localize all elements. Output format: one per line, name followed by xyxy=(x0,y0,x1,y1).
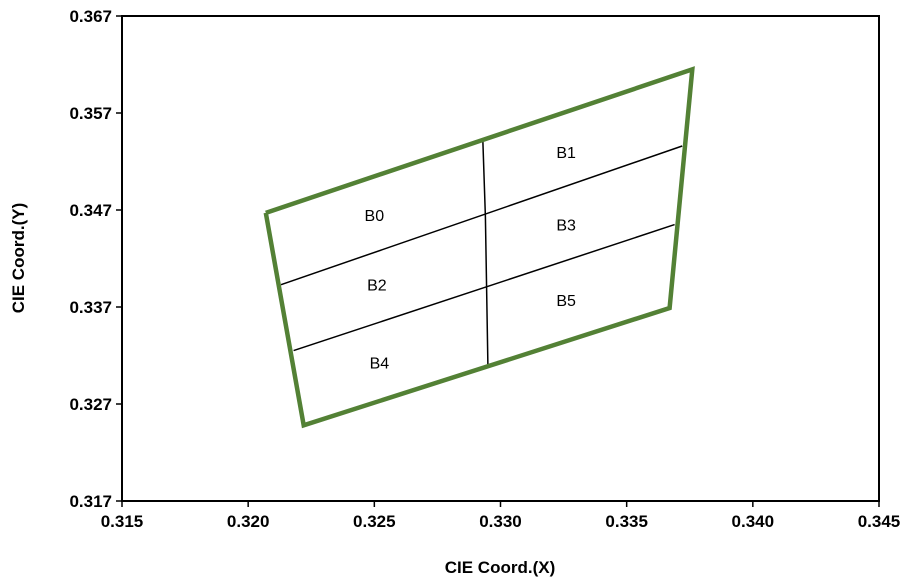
bin-labels: B0 B1 B2 B3 B4 B5 xyxy=(365,145,576,372)
bin-label-b5: B5 xyxy=(556,293,576,310)
bin-label-b4: B4 xyxy=(370,355,390,372)
x-tick-label: 0.340 xyxy=(732,512,775,531)
bin-label-b0: B0 xyxy=(365,208,385,225)
bin-label-b1: B1 xyxy=(556,145,576,162)
y-tick-label: 0.317 xyxy=(69,492,112,511)
y-axis-ticks: 0.317 0.327 0.337 0.347 0.357 0.367 xyxy=(69,7,122,511)
plot-area xyxy=(121,15,880,502)
x-tick-label: 0.345 xyxy=(858,512,901,531)
y-tick-label: 0.357 xyxy=(69,104,112,123)
x-tick-label: 0.330 xyxy=(479,512,522,531)
x-tick-label: 0.325 xyxy=(353,512,396,531)
bin-label-b3: B3 xyxy=(556,218,576,235)
x-axis-title: CIE Coord.(X) xyxy=(445,558,556,577)
x-tick-label: 0.315 xyxy=(101,512,144,531)
x-tick-label: 0.320 xyxy=(227,512,270,531)
bin-divider-line xyxy=(482,139,489,366)
y-tick-label: 0.347 xyxy=(69,201,112,220)
x-axis-ticks: 0.315 0.320 0.325 0.330 0.335 0.340 0.345 xyxy=(101,501,901,531)
y-tick-label: 0.367 xyxy=(69,7,112,26)
y-tick-label: 0.327 xyxy=(69,395,112,414)
bin-dividers xyxy=(280,139,683,366)
bin-divider-line xyxy=(280,145,683,286)
bin-region-outline xyxy=(263,66,695,429)
y-axis-title: CIE Coord.(Y) xyxy=(9,203,28,314)
y-tick-label: 0.337 xyxy=(69,298,112,317)
bin-label-b2: B2 xyxy=(367,278,387,295)
bin-divider-line xyxy=(293,223,675,352)
x-tick-label: 0.335 xyxy=(605,512,648,531)
